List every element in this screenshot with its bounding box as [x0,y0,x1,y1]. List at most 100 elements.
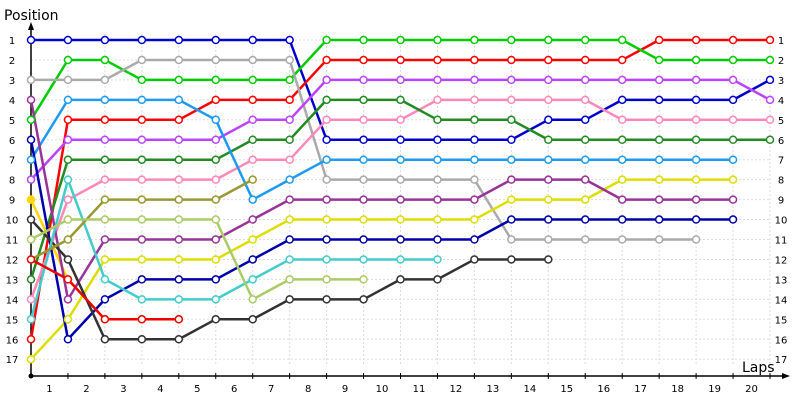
series-point-3 [581,35,590,45]
series-point-1 [544,115,553,125]
series-point-1 [691,95,701,105]
series-point-8 [322,155,331,164]
series-point-6 [617,115,627,125]
series-point-6 [100,175,110,184]
series-point-6 [507,95,516,105]
series-point-4 [63,75,73,85]
series-point-13 [396,275,405,284]
series-point-2 [137,115,147,125]
series-point-3 [63,55,73,65]
series-point-10 [433,215,442,224]
series-point-7 [544,135,553,144]
y-tick-label: 2 [9,56,15,67]
series-point-10 [322,215,331,224]
series-point-14 [285,255,294,264]
series-line-16 [30,218,364,301]
series-point-3 [211,75,220,85]
series-point-4 [211,55,220,65]
y-tick-label-right: 7 [778,156,784,167]
series-point-7 [470,115,479,125]
series-point-4 [100,75,110,85]
series-point-15 [174,195,184,204]
x-tick-label: 10 [376,384,389,395]
series-point-1 [359,135,368,144]
series-point-13 [100,335,110,344]
series-point-10 [507,195,516,204]
series-point-12 [396,235,405,244]
y-tick-label-right: 9 [778,196,784,207]
series-point-5 [765,95,775,105]
series-point-11 [470,195,479,204]
series-point-13 [285,295,294,304]
y-tick-label: 1 [9,36,15,47]
y-tick-label: 8 [9,176,15,187]
series-point-8 [654,155,664,164]
series-point-10 [691,175,701,184]
series-point-1 [26,35,36,45]
series-point-7 [26,275,36,284]
series-point-17 [26,255,36,264]
series-point-16 [63,215,73,224]
series-point-17 [137,315,147,324]
series-point-3 [26,115,36,125]
series-point-8 [544,155,553,164]
series-point-12 [544,215,553,224]
series-point-5 [248,115,257,125]
series-point-2 [691,35,701,45]
series-point-7 [359,95,368,105]
y-tick-label-right: 14 [775,295,788,306]
x-tick-label: 17 [634,384,647,395]
series-point-3 [248,75,257,85]
series-point-11 [617,195,627,204]
series-point-2 [581,55,590,65]
series-point-13 [507,255,516,264]
x-axis-arrow [782,373,790,379]
series-line-12 [29,139,734,341]
x-tick-label: 18 [671,384,684,395]
series-point-12 [174,275,184,284]
series-point-7 [765,135,775,144]
series-point-16 [174,215,184,224]
series-point-3 [174,75,184,85]
series-point-12 [691,215,701,224]
series-point-15 [63,235,73,244]
series-point-6 [581,95,590,105]
series-point-7 [396,95,405,105]
y-tick-label: 3 [9,76,15,87]
series-point-8 [396,155,405,164]
series-point-5 [100,135,110,144]
series-point-10 [617,175,627,184]
y-tick-label: 7 [9,156,15,167]
y-tick-label-right: 15 [775,315,788,326]
y-tick-label-right: 16 [775,335,788,346]
series-point-6 [26,295,36,304]
series-point-8 [137,95,147,105]
series-point-1 [174,35,184,45]
series-point-1 [63,35,73,45]
series-point-5 [581,75,590,85]
series-point-4 [174,55,184,65]
series-point-5 [470,75,479,85]
series-point-12 [26,135,36,144]
series-point-10 [100,255,110,264]
series-point-14 [174,295,184,304]
y-tick-label: 12 [6,255,19,266]
series-point-4 [544,235,553,244]
series-point-2 [322,55,331,65]
series-point-2 [544,55,553,65]
series-point-12 [433,235,442,244]
series-line-10 [30,178,734,361]
series-point-8 [433,155,442,164]
series-point-2 [654,35,664,45]
series-point-10 [137,255,147,264]
series-point-6 [654,115,664,125]
series-point-7 [211,155,220,164]
series-point-2 [174,115,184,125]
series-point-11 [100,235,110,244]
series-point-12 [617,215,627,224]
series-point-2 [728,35,738,45]
series-point-5 [137,135,147,144]
y-tick-label-right: 17 [775,355,788,366]
series-point-2 [470,55,479,65]
series-point-11 [248,215,257,224]
